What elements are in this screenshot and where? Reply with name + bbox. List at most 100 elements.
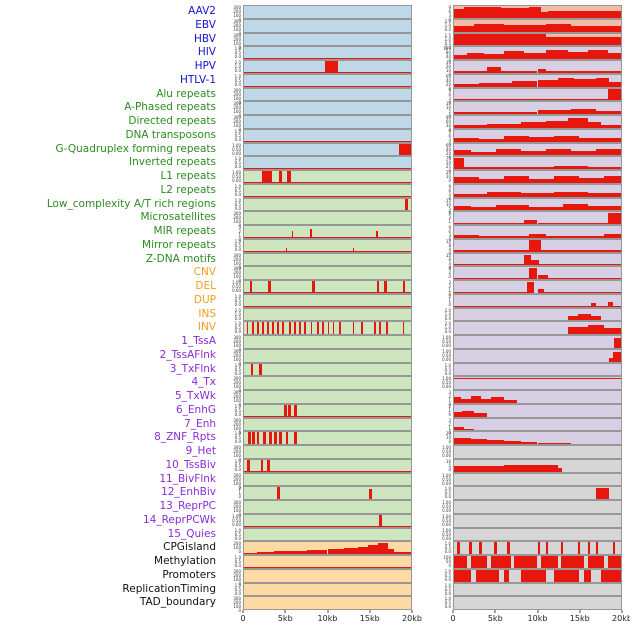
track-row: 9_Het 300 200 100 0 1.00 0.50 0.00 <box>0 445 630 462</box>
y-tick-label: 0 <box>448 237 451 242</box>
data-mark <box>520 569 546 582</box>
data-mark <box>244 552 258 554</box>
data-mark <box>567 118 588 128</box>
data-mark <box>470 207 496 211</box>
y-tick-label: 0 <box>238 223 241 229</box>
track-label: Promoters <box>162 568 216 581</box>
track-panel-left <box>243 73 412 88</box>
track-panel-left <box>243 307 412 322</box>
y-tick-label: 0.0 <box>234 466 241 472</box>
data-mark <box>520 441 538 444</box>
y-tick-label: 300 <box>233 32 241 38</box>
track-panel-right <box>453 513 622 528</box>
data-mark <box>604 233 621 238</box>
y-tick-label: 200 <box>233 91 241 97</box>
data-mark <box>454 235 480 238</box>
y-tick-label: 25 <box>445 164 451 170</box>
y-tick-label: 0.0 <box>234 329 241 335</box>
track-panel-right <box>453 568 622 583</box>
track-panel-left <box>243 458 412 473</box>
track-panel-right <box>453 32 622 47</box>
y-tick-label: 0.5 <box>234 586 241 592</box>
y-tick-label: 20 <box>445 64 451 69</box>
y-tick-label: 1 <box>448 288 451 293</box>
data-mark <box>257 322 260 334</box>
track-row: 5_TxWk 300 200 100 0 3 2 1 0 <box>0 390 630 407</box>
track-panel-left <box>243 60 412 74</box>
y-tick-label: 1.0 <box>234 293 241 299</box>
y-axis-ticks-left: 1.0 0.5 0.0 <box>219 46 243 60</box>
data-mark <box>464 166 505 169</box>
track-label: 13_ReprPC <box>159 500 216 512</box>
data-mark <box>352 322 355 334</box>
data-mark <box>454 377 621 379</box>
track-label: 11_BivFlnk <box>159 472 216 485</box>
data-mark <box>244 250 411 252</box>
data-mark <box>529 267 538 279</box>
track-row: CPGisland 200 100 0 1.0 0.5 0.0 <box>0 541 630 555</box>
data-mark <box>475 569 500 582</box>
data-mark <box>454 465 505 472</box>
data-mark <box>244 594 411 596</box>
y-tick-label: 0.5 <box>234 407 241 413</box>
y-tick-label: 300 <box>233 472 241 478</box>
track-panel-right <box>453 555 622 569</box>
data-mark <box>584 569 591 582</box>
y-tick-label: 300 <box>233 101 241 107</box>
data-mark <box>554 569 580 582</box>
y-tick-label: 300 <box>233 390 241 395</box>
y-tick-label: 0 <box>448 250 451 256</box>
y-tick-label: 0 <box>238 549 241 555</box>
y-tick-label: 0.0 <box>234 164 241 170</box>
y-tick-label: 0 <box>448 85 451 91</box>
y-tick-label: 60 <box>445 73 451 79</box>
y-tick-label: 0.0 <box>444 576 451 582</box>
y-tick-label: 80 <box>445 50 451 56</box>
data-mark <box>464 428 475 431</box>
y-tick-label: 0.0 <box>234 81 241 87</box>
y-tick-label: 2.0 <box>444 307 451 313</box>
track-panel-right <box>453 18 622 33</box>
y-axis-ticks-right: 1.00 0.50 0.00 <box>412 376 453 390</box>
y-tick-label: 0.00 <box>232 521 241 527</box>
track-panel-right <box>453 170 622 184</box>
data-mark <box>524 255 531 266</box>
x-tick-label: 10kb <box>527 614 548 623</box>
y-tick-label: 2 <box>448 394 451 399</box>
y-tick-label: 200 <box>233 22 241 28</box>
y-tick-label: 0.5 <box>234 77 241 83</box>
track-row: L1 repeats 1.00 0.50 0.00 20 10 0 <box>0 170 630 184</box>
data-mark <box>609 357 614 362</box>
data-mark <box>587 121 601 128</box>
y-tick-label: 1.00 <box>442 348 451 354</box>
data-mark <box>490 556 511 568</box>
y-tick-label: 0 <box>238 484 241 490</box>
track-panel-right <box>453 128 622 143</box>
y-tick-label: 1.0 <box>234 321 241 327</box>
y-tick-label: 100 <box>233 545 241 551</box>
data-mark <box>294 432 297 444</box>
data-mark <box>504 167 555 169</box>
y-tick-label: 0.50 <box>232 174 241 179</box>
y-tick-label: 1.00 <box>232 513 241 519</box>
track-label: 14_ReprPCWk <box>142 513 216 526</box>
y-tick-label: 0 <box>448 168 451 174</box>
data-mark <box>379 322 381 334</box>
x-tick-mark <box>327 610 328 613</box>
y-tick-label: 0.0 <box>234 370 241 376</box>
y-tick-label: 3 <box>238 225 241 230</box>
track-panel-right <box>453 101 622 115</box>
x-tick-label: 10kb <box>317 614 338 623</box>
y-axis-ticks-left: 300 200 100 0 <box>219 472 243 490</box>
track-panel-right <box>453 541 622 555</box>
y-tick-label: 1.0 <box>234 431 241 437</box>
y-tick-label: 0.50 <box>442 352 451 358</box>
y-tick-label: 0 <box>448 17 451 22</box>
data-mark <box>250 363 254 376</box>
data-mark <box>595 542 599 554</box>
track-label: Methylation <box>154 555 216 567</box>
x-tick-label: 5kb <box>277 614 293 623</box>
